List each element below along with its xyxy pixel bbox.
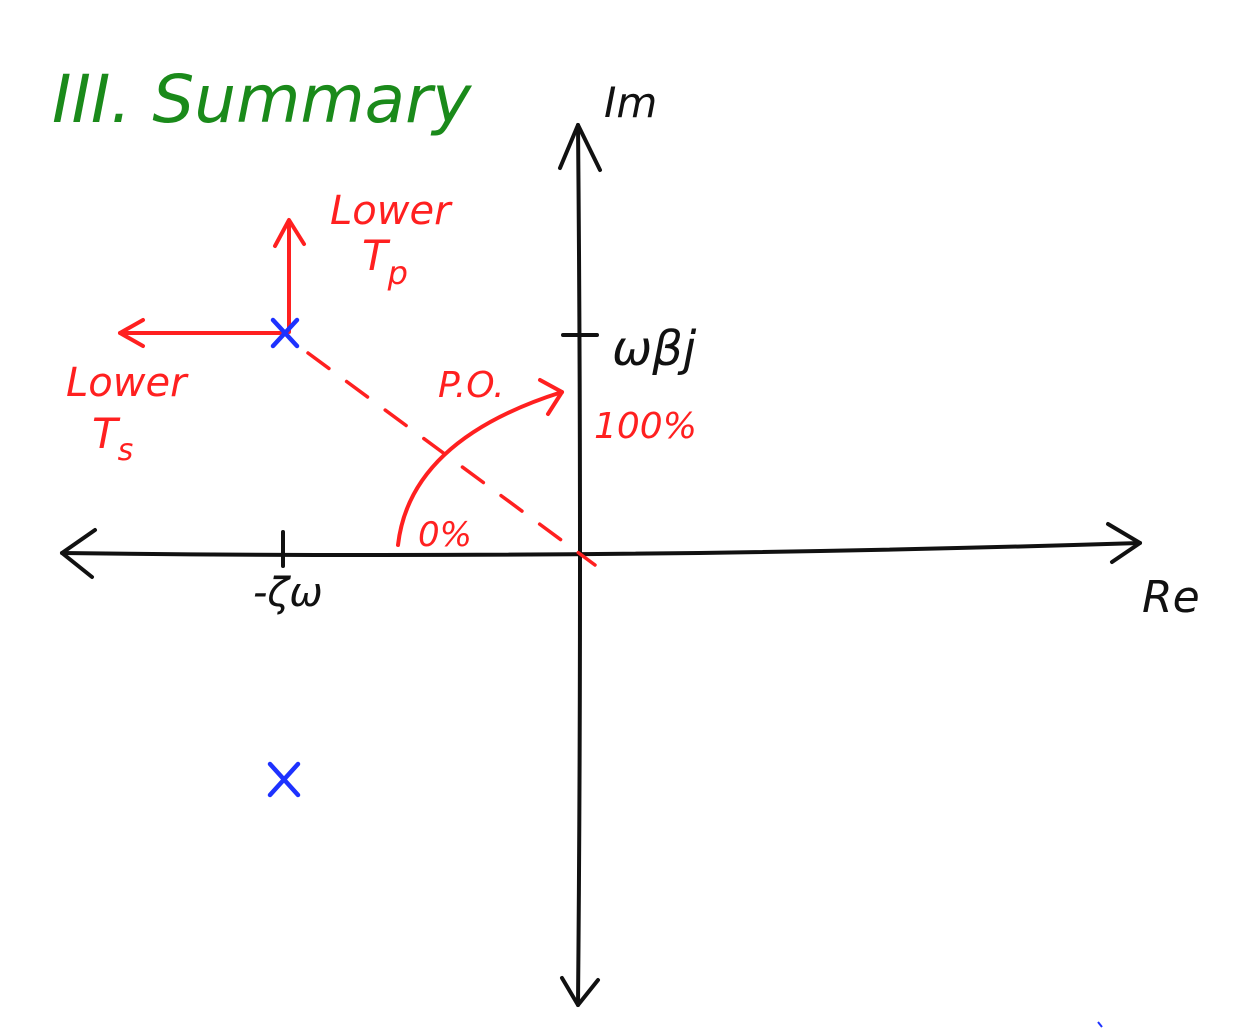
lower-ts-label-symbol: Ts bbox=[92, 409, 133, 468]
po-high-label: 100% bbox=[594, 406, 697, 447]
lower-tp-label-T: T bbox=[362, 231, 391, 280]
lower-tp-label-sub: p bbox=[387, 254, 408, 292]
po-arc-arrow bbox=[396, 378, 564, 547]
lower-tp-label-line1: Lower bbox=[330, 188, 453, 234]
lower-tp-label-symbol: Tp bbox=[362, 231, 408, 292]
imag-tick-label: ωβj bbox=[612, 321, 697, 377]
pole-lower bbox=[267, 761, 301, 798]
real-tick-label: -ζω bbox=[253, 570, 323, 616]
imag-axis-label: Im bbox=[604, 78, 657, 127]
real-axis-label: Re bbox=[1142, 572, 1200, 623]
lower-ts-label-line1: Lower bbox=[66, 360, 189, 406]
stray-mark bbox=[1097, 1021, 1103, 1028]
po-low-label: 0% bbox=[418, 515, 472, 555]
lower-ts-arrow bbox=[118, 318, 284, 348]
pole-upper bbox=[270, 317, 300, 349]
damping-line bbox=[306, 351, 597, 567]
real-axis bbox=[60, 522, 1142, 579]
title-text: III. Summary bbox=[52, 61, 472, 138]
lower-ts-label-T: T bbox=[92, 409, 121, 458]
po-label: P.O. bbox=[438, 365, 505, 406]
imag-axis bbox=[558, 123, 602, 1007]
lower-ts-label-sub: s bbox=[118, 433, 134, 468]
lower-tp-arrow bbox=[273, 218, 306, 334]
